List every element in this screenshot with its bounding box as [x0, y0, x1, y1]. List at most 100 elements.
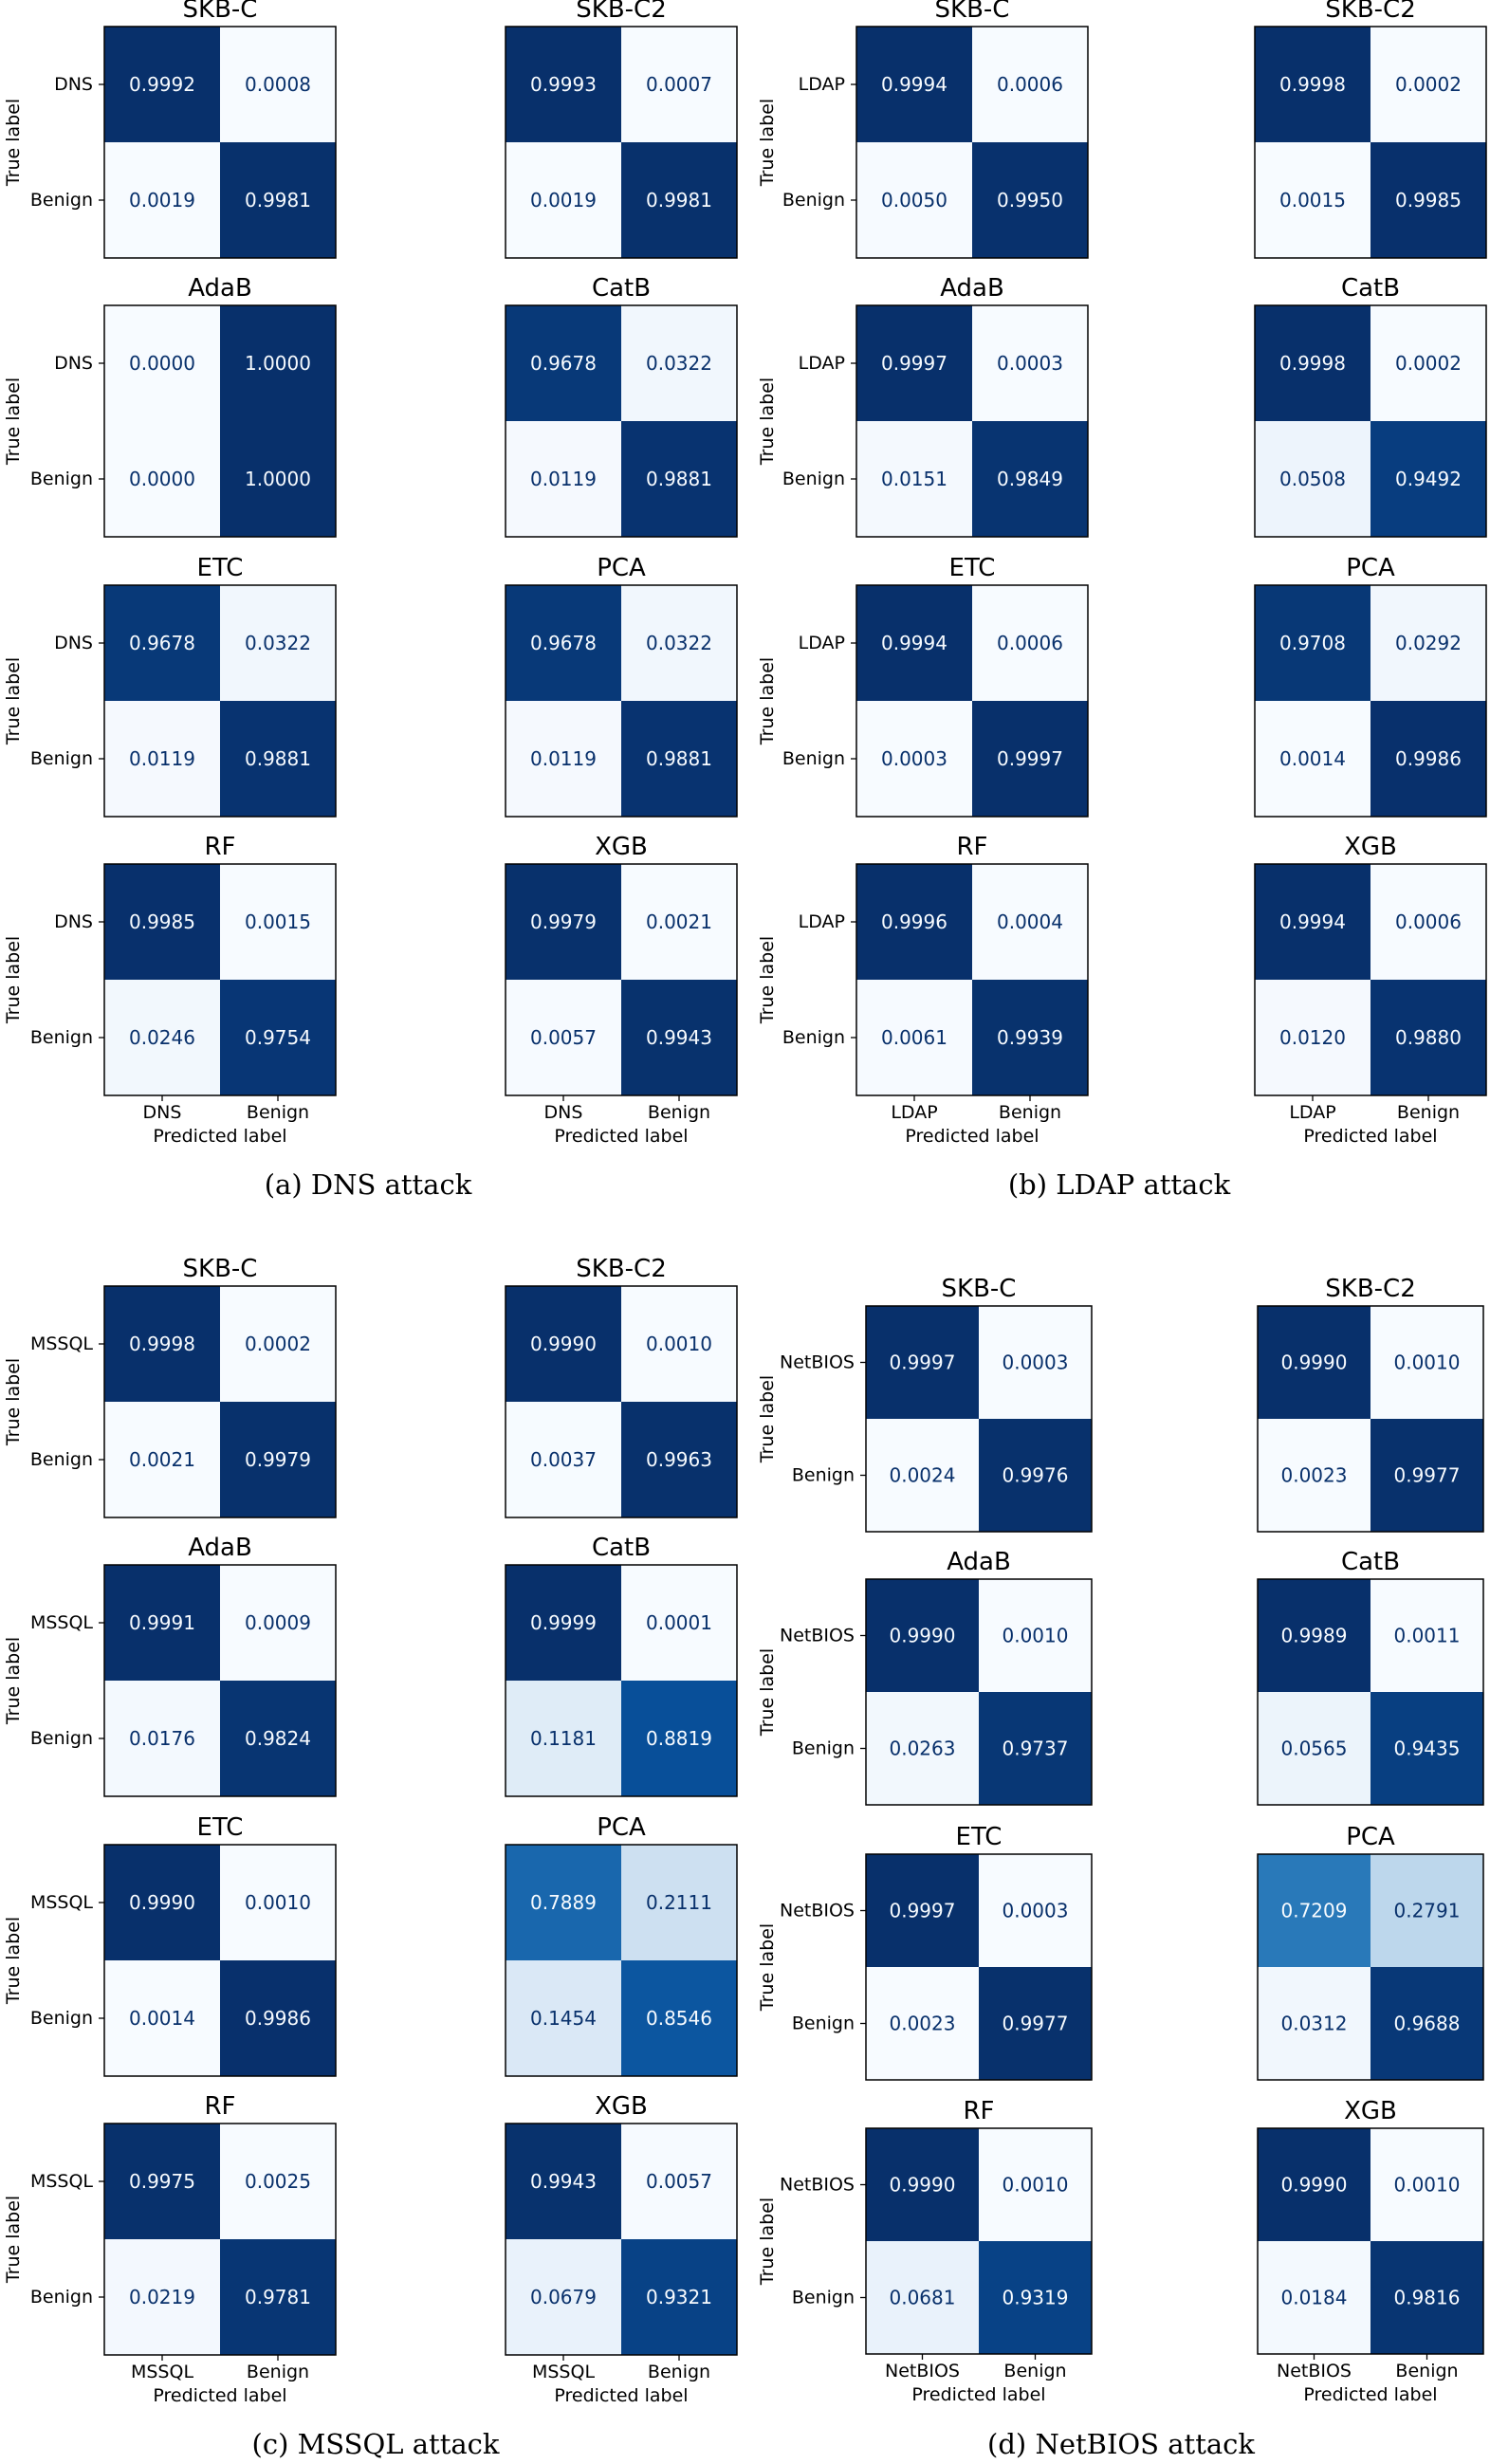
- confusion-matrix-a-skb-c2: SKB-C2 0.9993 0.0007 0.0019 0.9981: [505, 0, 738, 259]
- matrix-cell: [621, 421, 737, 537]
- matrix-cell: [220, 1845, 336, 1960]
- cell-value-label: 0.9881: [245, 747, 311, 770]
- matrix-border: [103, 1564, 337, 1797]
- matrix-cell: [979, 1579, 1092, 1692]
- cell-value-label: 0.0001: [646, 1611, 712, 1634]
- cell-value-label: 0.9881: [646, 468, 712, 490]
- matrix-cell: [104, 305, 220, 421]
- matrix-cell: [506, 864, 621, 980]
- y-tick-label: NetBIOS: [780, 1352, 855, 1373]
- cell-value-label: 0.0007: [646, 73, 712, 96]
- cell-value-label: 0.0006: [1395, 910, 1462, 933]
- cell-value-label: 0.9319: [1003, 2287, 1069, 2309]
- matrix-cell: [866, 1854, 979, 1967]
- x-axis-label: Predicted label: [153, 1126, 286, 1147]
- caption-mssql: (c) MSSQL attack: [251, 2428, 500, 2460]
- x-tick-label: Benign: [999, 1102, 1061, 1123]
- matrix-cell: [1255, 585, 1370, 701]
- matrix-cell: [972, 142, 1088, 258]
- matrix-cell: [972, 864, 1088, 980]
- matrix-cell: [104, 585, 220, 701]
- matrix-border: [103, 863, 337, 1096]
- cell-value-label: 0.9990: [890, 2174, 956, 2197]
- y-tick-label: DNS: [54, 633, 93, 653]
- matrix-cell: [979, 1419, 1092, 1532]
- confusion-matrix-b-skb-c2: SKB-C2 0.9998 0.0002 0.0015 0.9985: [1254, 0, 1487, 259]
- matrix-border: [865, 1305, 1093, 1533]
- y-tick-label: Benign: [792, 1465, 855, 1486]
- y-tick-label: Benign: [792, 2288, 855, 2308]
- cell-value-label: 1.0000: [245, 468, 311, 490]
- y-tick-label: Benign: [30, 1449, 93, 1470]
- cell-value-label: 0.9997: [890, 1352, 956, 1374]
- cell-value-label: 0.9981: [646, 189, 712, 211]
- matrix-border: [505, 863, 738, 1096]
- matrix-border: [505, 1285, 738, 1518]
- confusion-matrix-a-catb: CatB 0.9678 0.0322 0.0119 0.9881: [505, 274, 738, 538]
- cell-value-label: 0.0024: [890, 1464, 956, 1487]
- cell-value-label: 0.7889: [530, 1891, 597, 1914]
- matrix-cell: [506, 421, 621, 537]
- matrix-cell: [1258, 1419, 1370, 1532]
- cell-value-label: 0.9963: [646, 1448, 712, 1471]
- matrix-cell: [621, 1845, 737, 1960]
- cell-value-label: 0.0322: [646, 632, 712, 654]
- y-axis-label: True label: [757, 377, 778, 466]
- matrix-border: [1257, 1305, 1484, 1533]
- y-tick-label: LDAP: [799, 911, 845, 932]
- matrix-cell: [220, 1960, 336, 2076]
- matrix-cell: [220, 1286, 336, 1402]
- y-tick-label: DNS: [54, 353, 93, 374]
- y-tick-label: LDAP: [799, 353, 845, 374]
- cell-value-label: 1.0000: [245, 352, 311, 375]
- cell-value-label: 0.9993: [530, 73, 597, 96]
- cell-value-label: 0.0151: [881, 468, 947, 490]
- matrix-title: ETC: [949, 554, 996, 582]
- x-tick-label: Benign: [247, 1102, 309, 1123]
- matrix-title: PCA: [597, 1813, 646, 1842]
- cell-value-label: 0.0119: [129, 747, 195, 770]
- matrix-cell: [866, 1967, 979, 2080]
- matrix-cell: [506, 1960, 621, 2076]
- cell-value-label: 0.0219: [129, 2286, 195, 2308]
- matrix-border: [103, 26, 337, 259]
- matrix-cell: [1370, 701, 1486, 817]
- cell-value-label: 0.9824: [245, 1727, 311, 1750]
- matrix-cell: [856, 142, 972, 258]
- cell-value-label: 0.9990: [129, 1891, 195, 1914]
- matrix-title: SKB-C2: [576, 1255, 666, 1283]
- cell-value-label: 0.9997: [881, 352, 947, 375]
- cell-value-label: 0.9991: [129, 1611, 195, 1634]
- cell-value-label: 0.9994: [881, 73, 947, 96]
- y-tick-label: Benign: [30, 2008, 93, 2029]
- x-axis-label: Predicted label: [1303, 1126, 1437, 1147]
- cell-value-label: 0.9939: [997, 1026, 1063, 1049]
- confusion-matrix-a-adab: AdaB 0.0000 1.0000 0.0000 1.0000 DNS Benign Tru…: [3, 274, 337, 538]
- confusion-matrix-b-adab: AdaB 0.9997 0.0003 0.0151 0.9849 LDAP BenignTr…: [757, 274, 1089, 538]
- matrix-cell: [1258, 2128, 1370, 2241]
- cell-value-label: 0.0508: [1279, 468, 1346, 490]
- matrix-cell: [979, 2241, 1092, 2354]
- matrix-cell: [979, 1692, 1092, 1805]
- confusion-matrix-c-pca: PCA 0.7889 0.2111 0.1454 0.8546: [505, 1813, 738, 2077]
- y-tick-label: Benign: [30, 469, 93, 489]
- y-tick-label: Benign: [30, 2287, 93, 2308]
- caption-ldap: (b) LDAP attack: [1007, 1168, 1231, 1201]
- matrix-cell: [1255, 864, 1370, 980]
- matrix-cell: [104, 2239, 220, 2355]
- matrix-cell: [621, 27, 737, 142]
- cell-value-label: 0.0008: [245, 73, 311, 96]
- y-tick-label: Benign: [782, 190, 845, 211]
- cell-value-label: 0.0019: [129, 189, 195, 211]
- matrix-title: RF: [956, 833, 987, 861]
- cell-value-label: 0.0184: [1281, 2287, 1348, 2309]
- x-tick-label: Benign: [1397, 1102, 1460, 1123]
- cell-value-label: 0.0021: [129, 1448, 195, 1471]
- cell-value-label: 0.0120: [1279, 1026, 1346, 1049]
- cell-value-label: 0.0023: [890, 2013, 956, 2035]
- cell-value-label: 0.9976: [1003, 1464, 1069, 1487]
- caption-dns: (a) DNS attack: [264, 1168, 472, 1201]
- matrix-border: [103, 1285, 337, 1518]
- cell-value-label: 0.9986: [1395, 747, 1462, 770]
- matrix-cell: [1370, 1306, 1483, 1419]
